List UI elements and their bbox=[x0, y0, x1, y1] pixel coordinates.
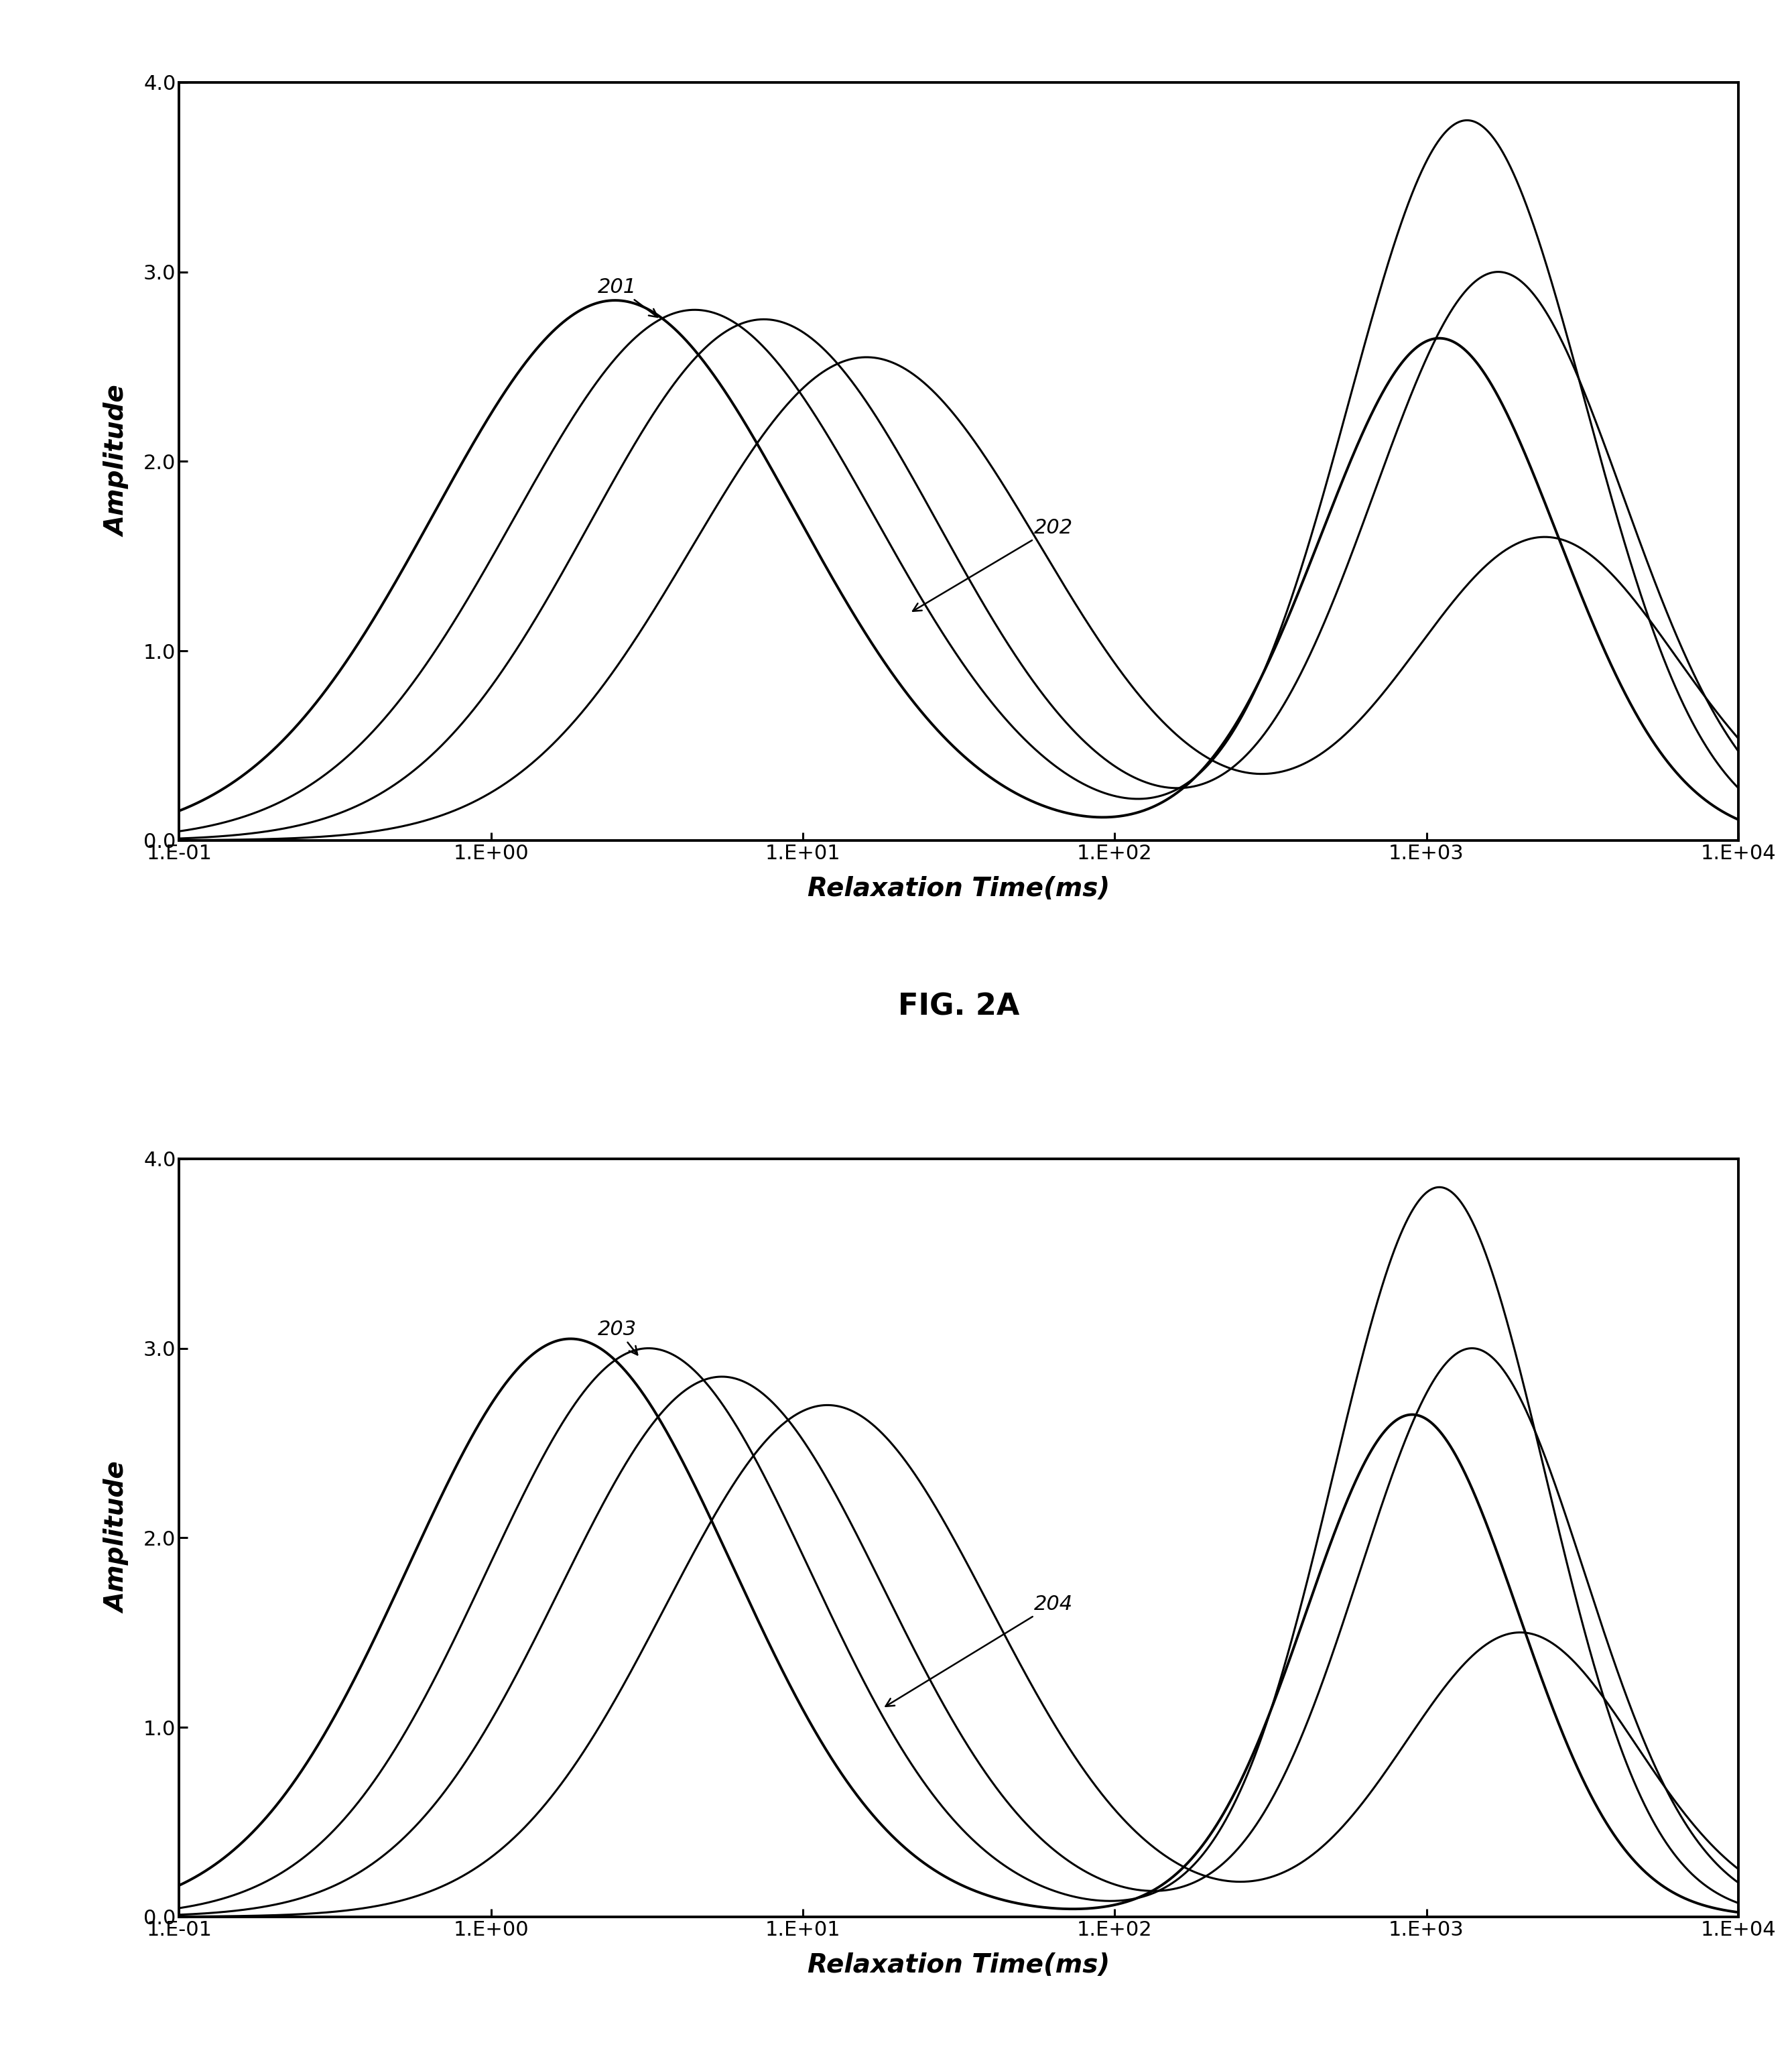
Text: 204: 204 bbox=[885, 1595, 1073, 1707]
Text: FIG. 2A: FIG. 2A bbox=[898, 991, 1020, 1020]
X-axis label: Relaxation Time(ms): Relaxation Time(ms) bbox=[808, 876, 1109, 901]
Y-axis label: Amplitude: Amplitude bbox=[106, 385, 131, 538]
Y-axis label: Amplitude: Amplitude bbox=[106, 1461, 131, 1614]
Text: 201: 201 bbox=[599, 278, 658, 317]
Text: 203: 203 bbox=[599, 1319, 638, 1354]
X-axis label: Relaxation Time(ms): Relaxation Time(ms) bbox=[808, 1952, 1109, 1979]
Text: 202: 202 bbox=[912, 517, 1073, 612]
